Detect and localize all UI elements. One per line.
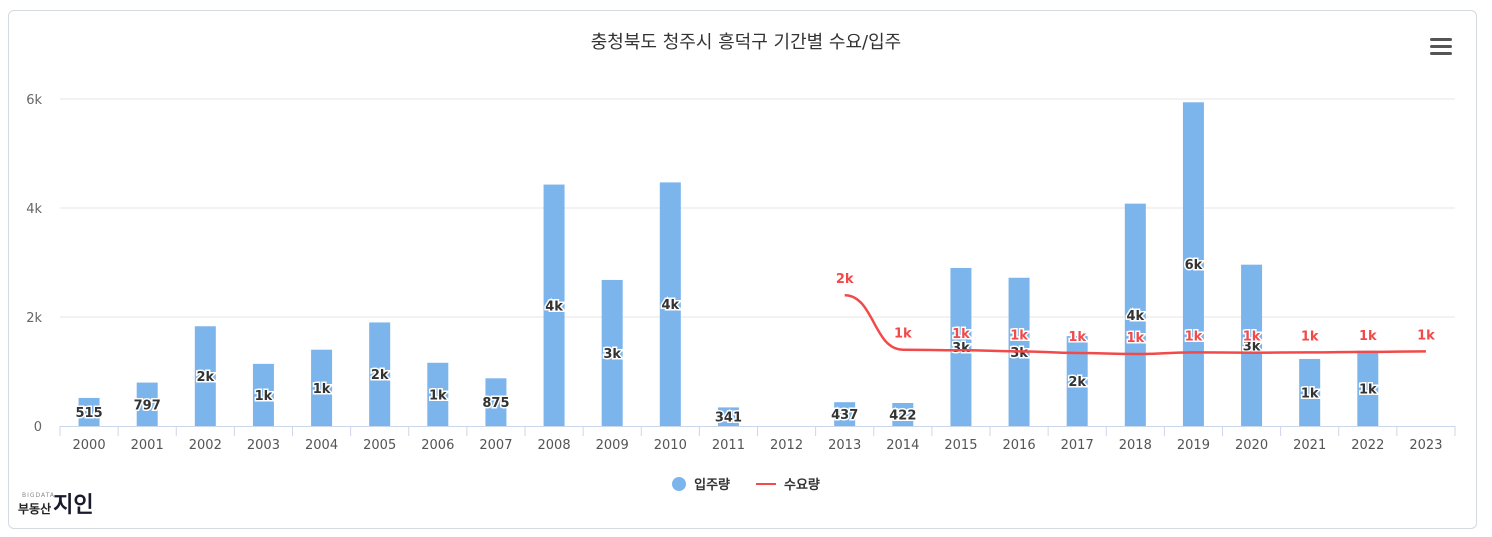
bar-data-label: 6k: [1185, 258, 1203, 273]
bar: [1357, 350, 1379, 426]
legend-label-supply: 입주량: [694, 478, 730, 493]
line-data-label: 1k: [1185, 329, 1203, 344]
y-tick-label: 6k: [26, 93, 42, 108]
chart-card: [8, 10, 1477, 529]
x-tick-label: 2015: [944, 438, 977, 453]
bar-data-label: 341: [715, 411, 742, 426]
bar: [601, 279, 623, 426]
bar: [1299, 358, 1321, 426]
bar: [78, 397, 100, 426]
y-tick-label: 4k: [26, 202, 42, 217]
line-data-label: 2k: [836, 272, 854, 287]
bar: [1182, 102, 1204, 427]
bar-data-label: 3k: [1010, 346, 1028, 361]
bar-data-label: 1k: [313, 382, 331, 397]
bar-data-label: 875: [482, 396, 509, 411]
legend-item-supply[interactable]: 입주량: [672, 474, 730, 493]
bar: [136, 382, 158, 426]
bar-data-label: 797: [134, 398, 161, 413]
bar-data-label: 2k: [1068, 375, 1086, 390]
bar: [1124, 203, 1146, 426]
x-tick-label: 2016: [1003, 438, 1036, 453]
logo-small-text: BIGDATA: [22, 492, 55, 499]
bar-data-label: 3k: [952, 341, 970, 356]
x-tick-label: 2012: [770, 438, 803, 453]
x-tick-label: 2005: [363, 438, 396, 453]
x-tick-label: 2007: [479, 438, 512, 453]
bar: [1241, 264, 1263, 426]
bar: [543, 184, 565, 426]
bar: [950, 267, 972, 426]
x-tick-label: 2000: [73, 438, 106, 453]
x-tick-label: 2006: [421, 438, 454, 453]
legend-swatch-demand: [756, 482, 776, 485]
bar: [834, 402, 856, 426]
x-tick-label: 2008: [538, 438, 571, 453]
x-tick-label: 2011: [712, 438, 745, 453]
hamburger-menu-icon[interactable]: [1430, 38, 1452, 56]
x-tick-label: 2017: [1061, 438, 1094, 453]
bar-data-label: 3k: [603, 347, 621, 362]
bar: [311, 349, 333, 426]
bar: [659, 182, 681, 426]
x-tick-label: 2020: [1235, 438, 1268, 453]
bar-data-label: 1k: [429, 388, 447, 403]
line-data-label: 1k: [1301, 329, 1319, 344]
line-data-label: 1k: [894, 327, 912, 342]
bar: [252, 363, 274, 426]
x-tick-label: 2001: [131, 438, 164, 453]
x-tick-label: 2021: [1293, 438, 1326, 453]
line-data-label: 1k: [1243, 330, 1261, 345]
chart-legend: 입주량 수요량: [0, 474, 1492, 493]
line-data-label: 1k: [1359, 329, 1377, 344]
bar-data-label: 4k: [545, 299, 563, 314]
bar-data-label: 515: [75, 406, 102, 421]
bar-data-label: 1k: [1301, 386, 1319, 401]
brand-logo: BIGDATA 부동산 지인: [18, 492, 94, 517]
legend-item-demand[interactable]: 수요량: [756, 474, 820, 493]
line-data-label: 1k: [1010, 328, 1028, 343]
x-tick-label: 2009: [596, 438, 629, 453]
bar-data-label: 1k: [1359, 382, 1377, 397]
bar-data-label: 422: [889, 409, 916, 424]
bar: [369, 322, 391, 426]
x-tick-label: 2022: [1351, 438, 1384, 453]
line-data-label: 1k: [952, 327, 970, 342]
bar-data-label: 2k: [371, 368, 389, 383]
bar: [485, 378, 507, 426]
y-tick-label: 2k: [26, 311, 42, 326]
bar-data-label: 4k: [661, 298, 679, 313]
x-tick-label: 2018: [1119, 438, 1152, 453]
x-tick-label: 2004: [305, 438, 338, 453]
line-data-label: 1k: [1068, 330, 1086, 345]
y-tick-label: 0: [34, 420, 42, 435]
x-tick-label: 2019: [1177, 438, 1210, 453]
bar: [1066, 336, 1088, 426]
bar-data-label: 1k: [255, 389, 273, 404]
bar-data-label: 3k: [1243, 339, 1261, 354]
logo-accent-text: 지인: [53, 493, 94, 518]
x-tick-label: 2002: [189, 438, 222, 453]
chart-title: 충청북도 청주시 흥덕구 기간별 수요/입주: [590, 32, 902, 53]
bar: [194, 326, 216, 426]
bar: [892, 403, 914, 426]
x-tick-label: 2013: [828, 438, 861, 453]
x-tick-label: 2023: [1409, 438, 1442, 453]
bar: [427, 362, 449, 426]
x-tick-label: 2010: [654, 438, 687, 453]
bar: [717, 407, 739, 426]
bar-data-label: 437: [831, 408, 858, 423]
legend-label-demand: 수요량: [784, 478, 820, 493]
bar-data-label: 2k: [196, 370, 214, 385]
demand-line: [844, 293, 1426, 356]
legend-swatch-supply: [672, 476, 687, 491]
bar-data-label: 4k: [1126, 309, 1144, 324]
logo-main-text: 부동산: [18, 502, 52, 516]
x-tick-label: 2014: [886, 438, 919, 453]
line-data-label: 1k: [1126, 331, 1144, 346]
line-data-label: 1k: [1417, 328, 1435, 343]
x-tick-label: 2003: [247, 438, 280, 453]
